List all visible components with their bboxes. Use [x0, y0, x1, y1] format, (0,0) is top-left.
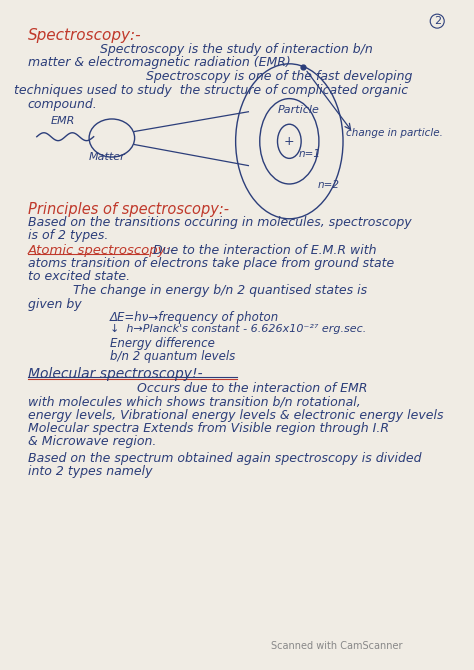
Text: is of 2 types.: is of 2 types.	[27, 229, 108, 243]
Text: techniques used to study  the structure of complicated organic: techniques used to study the structure o…	[14, 84, 408, 97]
Text: Molecular spectra Extends from Visible region through I.R: Molecular spectra Extends from Visible r…	[27, 421, 389, 435]
Text: Atomic spectroscopy:-: Atomic spectroscopy:-	[27, 244, 175, 257]
Text: 2: 2	[434, 16, 441, 26]
Text: The change in energy b/n 2 quantised states is: The change in energy b/n 2 quantised sta…	[73, 285, 367, 297]
Text: energy levels, Vibrational energy levels & electronic energy levels: energy levels, Vibrational energy levels…	[27, 409, 443, 421]
Text: to excited state.: to excited state.	[27, 270, 130, 283]
Text: Molecular spectroscopy!-: Molecular spectroscopy!-	[27, 366, 202, 381]
Text: Particle: Particle	[278, 105, 320, 115]
Text: n=2: n=2	[318, 180, 340, 190]
Text: b/n 2 quantum levels: b/n 2 quantum levels	[109, 350, 235, 363]
Text: Spectroscopy:-: Spectroscopy:-	[27, 27, 141, 43]
Text: with molecules which shows transition b/n rotational,: with molecules which shows transition b/…	[27, 395, 360, 409]
Text: Principles of spectroscopy:-: Principles of spectroscopy:-	[27, 202, 228, 216]
Text: Matter: Matter	[89, 153, 126, 162]
Text: change in particle.: change in particle.	[346, 128, 443, 138]
Text: Scanned with CamScanner: Scanned with CamScanner	[271, 641, 403, 651]
Text: into 2 types namely: into 2 types namely	[27, 465, 152, 478]
Text: Energy difference: Energy difference	[109, 337, 214, 350]
Text: Based on the transitions occuring in molecules, spectroscopy: Based on the transitions occuring in mol…	[27, 216, 411, 229]
Text: Based on the spectrum obtained again spectroscopy is divided: Based on the spectrum obtained again spe…	[27, 452, 421, 465]
Text: +: +	[284, 135, 295, 148]
Text: matter & electromagnetic radiation (EMR): matter & electromagnetic radiation (EMR)	[27, 56, 291, 69]
Text: compound.: compound.	[27, 98, 98, 111]
Text: atoms transition of electrons take place from ground state: atoms transition of electrons take place…	[27, 257, 394, 270]
Text: given by: given by	[27, 297, 82, 311]
Circle shape	[277, 124, 301, 158]
Text: EMR: EMR	[50, 117, 75, 127]
Text: & Microwave region.: & Microwave region.	[27, 435, 156, 448]
Text: Spectroscopy is the study of interaction b/n: Spectroscopy is the study of interaction…	[100, 43, 373, 56]
Text: Due to the interaction of E.M.R with: Due to the interaction of E.M.R with	[153, 244, 376, 257]
Text: ΔE=hν→frequency of photon: ΔE=hν→frequency of photon	[109, 311, 279, 324]
Text: ↓  h→Planck's constant - 6.626x10⁻²⁷ erg.sec.: ↓ h→Planck's constant - 6.626x10⁻²⁷ erg.…	[109, 324, 366, 334]
Text: Spectroscopy is one of the fast developing: Spectroscopy is one of the fast developi…	[146, 70, 412, 83]
Text: n=1: n=1	[299, 149, 320, 159]
Text: Occurs due to the interaction of EMR: Occurs due to the interaction of EMR	[137, 383, 367, 395]
